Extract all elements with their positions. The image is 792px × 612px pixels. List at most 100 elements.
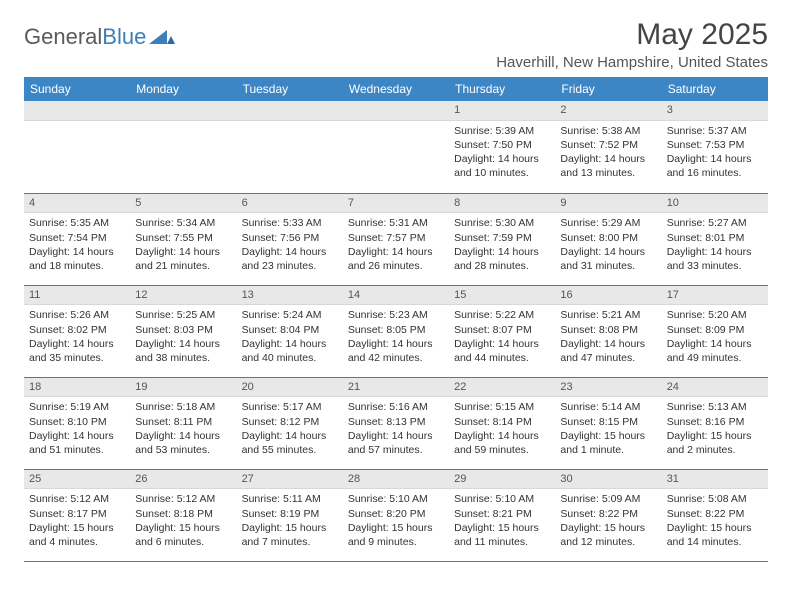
- day-number: 26: [130, 470, 236, 490]
- daylight-text: Daylight: 14 hours and 44 minutes.: [454, 337, 550, 365]
- daylight-text: Daylight: 15 hours and 11 minutes.: [454, 521, 550, 549]
- daylight-text: Daylight: 14 hours and 35 minutes.: [29, 337, 125, 365]
- logo: GeneralBlue: [24, 18, 175, 50]
- day-content: Sunrise: 5:09 AMSunset: 8:22 PMDaylight:…: [555, 489, 661, 553]
- logo-shape-icon: [149, 24, 175, 50]
- day-number: 28: [343, 470, 449, 490]
- sunrise-text: Sunrise: 5:24 AM: [242, 308, 338, 322]
- day-number: 16: [555, 286, 661, 306]
- calendar-cell: [237, 101, 343, 193]
- calendar-cell: 9Sunrise: 5:29 AMSunset: 8:00 PMDaylight…: [555, 193, 661, 285]
- day-number-empty: [237, 101, 343, 121]
- daylight-text: Daylight: 14 hours and 10 minutes.: [454, 152, 550, 180]
- day-content: Sunrise: 5:08 AMSunset: 8:22 PMDaylight:…: [662, 489, 768, 553]
- sunrise-text: Sunrise: 5:17 AM: [242, 400, 338, 414]
- day-content: Sunrise: 5:23 AMSunset: 8:05 PMDaylight:…: [343, 305, 449, 369]
- calendar-cell: 12Sunrise: 5:25 AMSunset: 8:03 PMDayligh…: [130, 285, 236, 377]
- sunrise-text: Sunrise: 5:31 AM: [348, 216, 444, 230]
- sunrise-text: Sunrise: 5:23 AM: [348, 308, 444, 322]
- calendar-cell: 23Sunrise: 5:14 AMSunset: 8:15 PMDayligh…: [555, 377, 661, 469]
- day-content: Sunrise: 5:17 AMSunset: 8:12 PMDaylight:…: [237, 397, 343, 461]
- day-content: Sunrise: 5:35 AMSunset: 7:54 PMDaylight:…: [24, 213, 130, 277]
- sunrise-text: Sunrise: 5:33 AM: [242, 216, 338, 230]
- day-number: 2: [555, 101, 661, 121]
- sunset-text: Sunset: 8:10 PM: [29, 415, 125, 429]
- day-content: Sunrise: 5:26 AMSunset: 8:02 PMDaylight:…: [24, 305, 130, 369]
- day-content: Sunrise: 5:27 AMSunset: 8:01 PMDaylight:…: [662, 213, 768, 277]
- calendar-row: 18Sunrise: 5:19 AMSunset: 8:10 PMDayligh…: [24, 377, 768, 469]
- daylight-text: Daylight: 14 hours and 28 minutes.: [454, 245, 550, 273]
- sunset-text: Sunset: 8:04 PM: [242, 323, 338, 337]
- sunrise-text: Sunrise: 5:35 AM: [29, 216, 125, 230]
- day-content: Sunrise: 5:10 AMSunset: 8:21 PMDaylight:…: [449, 489, 555, 553]
- day-number: 23: [555, 378, 661, 398]
- sunrise-text: Sunrise: 5:16 AM: [348, 400, 444, 414]
- calendar-cell: [130, 101, 236, 193]
- calendar-cell: 3Sunrise: 5:37 AMSunset: 7:53 PMDaylight…: [662, 101, 768, 193]
- sunset-text: Sunset: 8:22 PM: [667, 507, 763, 521]
- calendar-row: 11Sunrise: 5:26 AMSunset: 8:02 PMDayligh…: [24, 285, 768, 377]
- weekday-sunday: Sunday: [24, 77, 130, 101]
- sunset-text: Sunset: 7:57 PM: [348, 231, 444, 245]
- weekday-wednesday: Wednesday: [343, 77, 449, 101]
- sunrise-text: Sunrise: 5:08 AM: [667, 492, 763, 506]
- day-number: 15: [449, 286, 555, 306]
- daylight-text: Daylight: 14 hours and 31 minutes.: [560, 245, 656, 273]
- sunrise-text: Sunrise: 5:15 AM: [454, 400, 550, 414]
- day-number: 30: [555, 470, 661, 490]
- day-number-empty: [130, 101, 236, 121]
- calendar-cell: 31Sunrise: 5:08 AMSunset: 8:22 PMDayligh…: [662, 469, 768, 561]
- calendar-cell: 4Sunrise: 5:35 AMSunset: 7:54 PMDaylight…: [24, 193, 130, 285]
- sunrise-text: Sunrise: 5:37 AM: [667, 124, 763, 138]
- sunrise-text: Sunrise: 5:20 AM: [667, 308, 763, 322]
- sunset-text: Sunset: 7:52 PM: [560, 138, 656, 152]
- daylight-text: Daylight: 14 hours and 23 minutes.: [242, 245, 338, 273]
- day-number: 6: [237, 194, 343, 214]
- day-content: Sunrise: 5:10 AMSunset: 8:20 PMDaylight:…: [343, 489, 449, 553]
- sunset-text: Sunset: 7:56 PM: [242, 231, 338, 245]
- sunset-text: Sunset: 8:16 PM: [667, 415, 763, 429]
- daylight-text: Daylight: 14 hours and 42 minutes.: [348, 337, 444, 365]
- daylight-text: Daylight: 15 hours and 14 minutes.: [667, 521, 763, 549]
- day-content: Sunrise: 5:13 AMSunset: 8:16 PMDaylight:…: [662, 397, 768, 461]
- sunset-text: Sunset: 8:01 PM: [667, 231, 763, 245]
- calendar-cell: 6 Sunrise: 5:33 AMSunset: 7:56 PMDaylight…: [237, 193, 343, 285]
- day-number: 10: [662, 194, 768, 214]
- month-title: May 2025: [496, 18, 768, 52]
- daylight-text: Daylight: 14 hours and 40 minutes.: [242, 337, 338, 365]
- title-block: May 2025 Haverhill, New Hampshire, Unite…: [496, 18, 768, 71]
- weekday-tuesday: Tuesday: [237, 77, 343, 101]
- daylight-text: Daylight: 14 hours and 47 minutes.: [560, 337, 656, 365]
- sunset-text: Sunset: 7:53 PM: [667, 138, 763, 152]
- daylight-text: Daylight: 15 hours and 6 minutes.: [135, 521, 231, 549]
- sunset-text: Sunset: 7:59 PM: [454, 231, 550, 245]
- daylight-text: Daylight: 14 hours and 26 minutes.: [348, 245, 444, 273]
- weekday-thursday: Thursday: [449, 77, 555, 101]
- day-content: Sunrise: 5:34 AMSunset: 7:55 PMDaylight:…: [130, 213, 236, 277]
- calendar-table: Sunday Monday Tuesday Wednesday Thursday…: [24, 77, 768, 562]
- day-number: 24: [662, 378, 768, 398]
- day-number: 3: [662, 101, 768, 121]
- weekday-header-row: Sunday Monday Tuesday Wednesday Thursday…: [24, 77, 768, 101]
- weekday-monday: Monday: [130, 77, 236, 101]
- sunrise-text: Sunrise: 5:14 AM: [560, 400, 656, 414]
- calendar-row: 25Sunrise: 5:12 AMSunset: 8:17 PMDayligh…: [24, 469, 768, 561]
- calendar-cell: 25Sunrise: 5:12 AMSunset: 8:17 PMDayligh…: [24, 469, 130, 561]
- sunset-text: Sunset: 8:00 PM: [560, 231, 656, 245]
- day-content: Sunrise: 5:25 AMSunset: 8:03 PMDaylight:…: [130, 305, 236, 369]
- sunrise-text: Sunrise: 5:34 AM: [135, 216, 231, 230]
- calendar-cell: 10Sunrise: 5:27 AMSunset: 8:01 PMDayligh…: [662, 193, 768, 285]
- calendar-cell: 17Sunrise: 5:20 AMSunset: 8:09 PMDayligh…: [662, 285, 768, 377]
- daylight-text: Daylight: 14 hours and 53 minutes.: [135, 429, 231, 457]
- calendar-cell: 26Sunrise: 5:12 AMSunset: 8:18 PMDayligh…: [130, 469, 236, 561]
- weekday-friday: Friday: [555, 77, 661, 101]
- day-number: 14: [343, 286, 449, 306]
- sunset-text: Sunset: 8:05 PM: [348, 323, 444, 337]
- daylight-text: Daylight: 14 hours and 55 minutes.: [242, 429, 338, 457]
- logo-text-1: General: [24, 24, 102, 50]
- calendar-cell: 13Sunrise: 5:24 AMSunset: 8:04 PMDayligh…: [237, 285, 343, 377]
- day-content: Sunrise: 5:29 AMSunset: 8:00 PMDaylight:…: [555, 213, 661, 277]
- calendar-cell: 2Sunrise: 5:38 AMSunset: 7:52 PMDaylight…: [555, 101, 661, 193]
- calendar-cell: 8Sunrise: 5:30 AMSunset: 7:59 PMDaylight…: [449, 193, 555, 285]
- sunset-text: Sunset: 7:50 PM: [454, 138, 550, 152]
